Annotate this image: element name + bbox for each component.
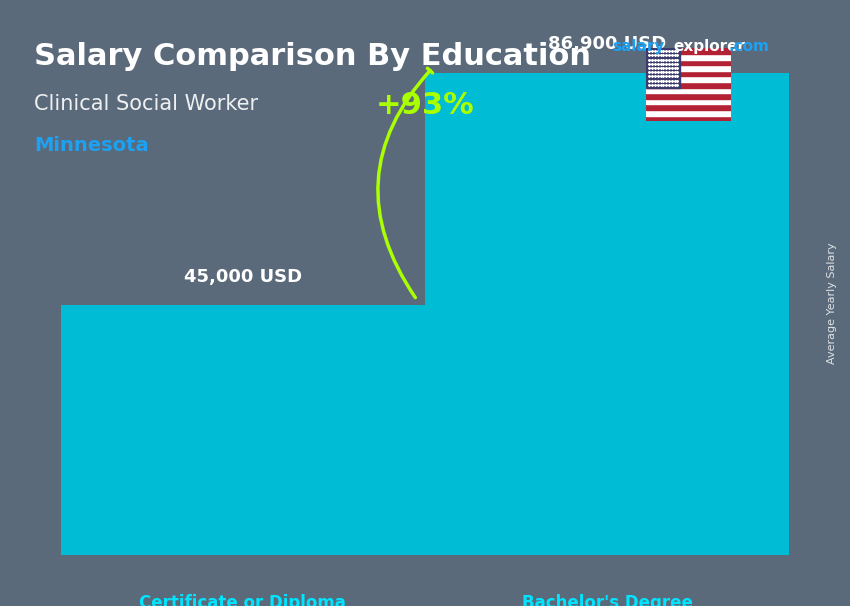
Text: Salary Comparison By Education: Salary Comparison By Education bbox=[34, 42, 591, 72]
Text: Minnesota: Minnesota bbox=[34, 136, 149, 155]
Text: .com: .com bbox=[728, 39, 769, 55]
Text: 45,000 USD: 45,000 USD bbox=[184, 268, 302, 286]
Text: explorer: explorer bbox=[673, 39, 745, 55]
Bar bbox=[646, 71, 731, 76]
Text: Certificate or Diploma: Certificate or Diploma bbox=[139, 594, 346, 606]
Text: 86,900 USD: 86,900 USD bbox=[548, 35, 666, 53]
Bar bbox=[646, 93, 731, 99]
Text: Bachelor's Degree: Bachelor's Degree bbox=[522, 594, 693, 606]
Bar bbox=[646, 110, 731, 116]
Bar bbox=[646, 54, 731, 59]
Bar bbox=[425, 73, 790, 555]
Text: salary: salary bbox=[612, 39, 665, 55]
Text: Clinical Social Worker: Clinical Social Worker bbox=[34, 94, 258, 114]
Bar bbox=[646, 82, 731, 88]
Bar bbox=[646, 48, 731, 54]
Bar bbox=[646, 88, 731, 93]
Bar bbox=[646, 48, 680, 88]
Bar bbox=[646, 76, 731, 82]
Bar bbox=[646, 116, 731, 121]
Text: +93%: +93% bbox=[376, 92, 474, 121]
Bar bbox=[646, 59, 731, 65]
Bar bbox=[646, 104, 731, 110]
Bar bbox=[646, 65, 731, 71]
Text: Average Yearly Salary: Average Yearly Salary bbox=[827, 242, 837, 364]
Bar bbox=[60, 305, 425, 555]
Bar bbox=[646, 99, 731, 104]
